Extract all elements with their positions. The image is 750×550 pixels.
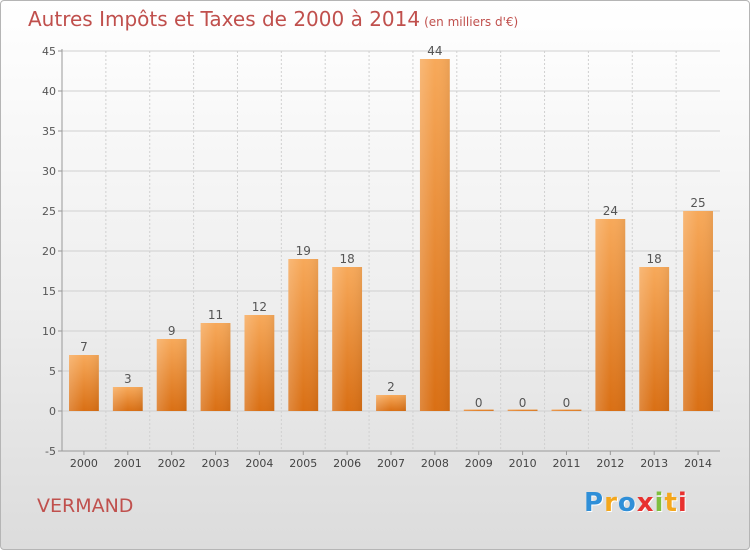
- bar-shade-2008: [419, 59, 450, 411]
- y-tick-label: 35: [42, 125, 56, 138]
- data-label: 7: [80, 340, 88, 354]
- bar-shade-2011: [551, 409, 582, 411]
- chart-title-text: Autres Impôts et Taxes de 2000 à 2014: [28, 7, 421, 31]
- bar-shade-2002: [156, 339, 187, 411]
- y-tick-label: 10: [42, 325, 56, 338]
- data-label: 11: [208, 308, 223, 322]
- axes: [58, 49, 720, 455]
- data-label: 24: [603, 204, 618, 218]
- chart-title: Autres Impôts et Taxes de 2000 à 2014 (en…: [28, 7, 518, 31]
- x-tick-label: 2001: [114, 457, 142, 470]
- bar-shade-2004: [244, 315, 275, 411]
- y-tick-label: 0: [49, 405, 56, 418]
- data-labels: 7 3 9 11 12 19 18 2 44 0 0 0 24 18 25: [80, 44, 706, 410]
- data-label: 9: [168, 324, 176, 338]
- y-tick-label: 20: [42, 245, 56, 258]
- bar-shade-2001: [112, 387, 143, 411]
- y-tick-label: 30: [42, 165, 56, 178]
- bar-shade-2012: [595, 219, 626, 411]
- data-label: 0: [563, 396, 571, 410]
- y-tick-label: 25: [42, 205, 56, 218]
- bars: [69, 59, 713, 411]
- x-tick-labels: 2000 2001 2002 2003 2004 2005 2006 2007 2008 2009…: [70, 457, 712, 470]
- x-tick-label: 2004: [245, 457, 273, 470]
- data-label: 25: [690, 196, 705, 210]
- data-label: 3: [124, 372, 132, 386]
- chart-subtitle: (en milliers d'€): [424, 15, 519, 29]
- data-label: 12: [252, 300, 267, 314]
- y-tick-label: -5: [45, 445, 56, 458]
- logo-letter: o: [617, 488, 637, 518]
- x-tick-label: 2014: [684, 457, 712, 470]
- data-label: 2: [387, 380, 395, 394]
- bar-shade-2000: [69, 355, 99, 411]
- x-tick-label: 2008: [421, 457, 449, 470]
- y-tick-label: 40: [42, 85, 56, 98]
- data-label: 0: [519, 396, 527, 410]
- bar-shade-2007: [376, 395, 406, 411]
- bar-shade-2013: [639, 267, 670, 411]
- logo-letter: x: [636, 488, 655, 518]
- data-label: 19: [296, 244, 311, 258]
- bar-shade-2006: [332, 267, 363, 411]
- proxiti-logo: Proxiti: [584, 488, 688, 518]
- bar-shade-2003: [200, 323, 231, 411]
- y-tick-label: 5: [49, 365, 56, 378]
- y-tick-label: 45: [42, 45, 56, 58]
- x-tick-label: 2002: [158, 457, 186, 470]
- data-label: 18: [339, 252, 354, 266]
- logo-letter: t: [664, 488, 678, 518]
- x-tick-label: 2006: [333, 457, 361, 470]
- bar-shade-2005: [288, 259, 319, 411]
- x-tick-label: 2007: [377, 457, 405, 470]
- x-tick-label: 2005: [289, 457, 317, 470]
- bar-shade-2014: [683, 211, 713, 411]
- data-label: 44: [427, 44, 442, 58]
- x-tick-label: 2013: [640, 457, 668, 470]
- y-tick-labels: -5 0 5 10 15 20 25 30 35 40 45: [42, 45, 56, 458]
- bar-shade-2010: [507, 409, 538, 411]
- x-tick-label: 2012: [596, 457, 624, 470]
- x-tick-label: 2011: [552, 457, 580, 470]
- data-label: 0: [475, 396, 483, 410]
- bar-shade-2009: [463, 409, 494, 411]
- commune-name: VERMAND: [37, 495, 134, 517]
- logo-letter: P: [584, 488, 605, 518]
- y-tick-label: 15: [42, 285, 56, 298]
- x-tick-label: 2009: [465, 457, 493, 470]
- logo-letter: i: [654, 488, 665, 518]
- logo-letter: r: [604, 488, 618, 518]
- x-tick-label: 2003: [202, 457, 230, 470]
- x-tick-label: 2000: [70, 457, 98, 470]
- x-tick-label: 2010: [509, 457, 537, 470]
- data-label: 18: [647, 252, 662, 266]
- logo-letter: i: [677, 488, 688, 518]
